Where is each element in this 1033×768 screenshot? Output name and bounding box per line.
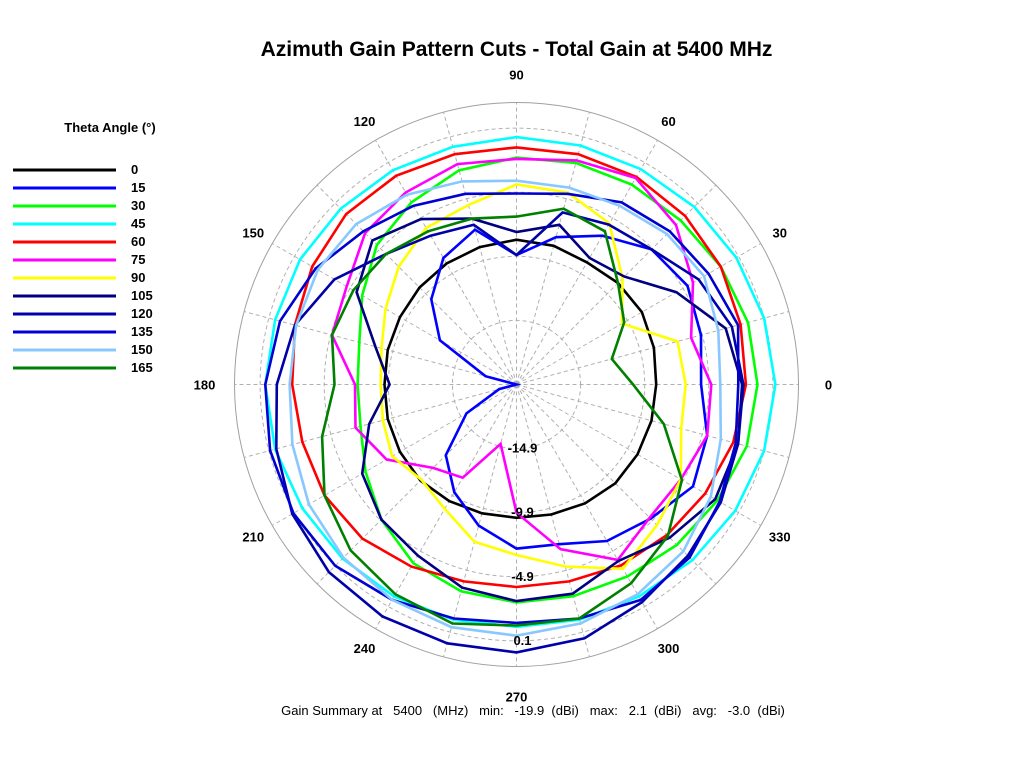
legend-label: 135 [131,324,153,339]
summary-label: Gain Summary at [281,703,383,718]
grid-spoke [272,384,517,526]
grid-ring [451,319,582,450]
series-line-30 [356,156,759,604]
legend-label: 45 [131,216,145,231]
summary-min-label: min: [479,703,504,718]
grid-spoke [272,243,517,385]
summary-max-label: max: [589,703,618,718]
legend-label: 165 [131,360,153,375]
angle-label: 240 [354,641,376,656]
legend-title: Theta Angle (°) [64,120,155,135]
angle-label: 120 [354,114,376,129]
grid-spoke [375,384,517,629]
summary-avg-label: avg: [692,703,717,718]
summary-unit: (dBi) [654,703,682,718]
angle-label: 180 [194,378,216,393]
summary-min: -19.9 [514,703,545,718]
grid-spoke [243,384,517,458]
angle-label: 150 [242,226,264,241]
legend-label: 60 [131,234,145,249]
legend-label: 90 [131,270,145,285]
series-line-105 [355,217,744,603]
radial-tick-label: -9.9 [511,505,533,520]
series-line-0 [383,238,658,520]
radial-tick-label: -14.9 [508,441,538,456]
legend-label: 150 [131,342,153,357]
series-line-120 [274,210,745,654]
summary-max: 2.1 [628,703,647,718]
summary-avg: -3.0 [727,703,751,718]
grid-spoke [516,384,590,658]
summary-freq: 5400 [393,703,423,718]
legend-label: 75 [131,252,145,267]
grid-ring [259,127,774,642]
grid-spoke [316,184,517,385]
legend-label: 120 [131,306,153,321]
legend-label: 15 [131,180,145,195]
chart-title: Azimuth Gain Pattern Cuts - Total Gain a… [260,38,773,61]
legend-label: 0 [131,162,138,177]
summary-unit: (dBi) [551,703,579,718]
series-line-165 [320,207,684,627]
angle-label: 210 [242,530,264,545]
angle-label: 270 [506,690,528,705]
series-line-150 [288,179,723,638]
angle-label: 60 [661,114,675,129]
summary-unit: (dBi) [757,703,785,718]
series-line-135 [263,192,740,625]
angle-label: 90 [509,68,523,83]
gain-summary: Gain Summary at 5400 (MHz) min: -19.9 (d… [0,703,1033,718]
series-line-15 [429,228,709,550]
summary-freq-unit: (MHz) [432,703,469,718]
angle-label: 330 [769,530,791,545]
angle-label: 0 [825,378,832,393]
legend-label: 105 [131,288,153,303]
grid-spoke [443,384,517,658]
grid-spoke [516,111,590,385]
angle-label: 300 [658,641,680,656]
radial-tick-label: 0.1 [513,633,531,648]
series-line-60 [290,146,748,589]
angle-label: 30 [773,226,787,241]
grid-spoke [516,384,658,629]
radial-tick-label: -4.9 [511,569,533,584]
legend-label: 30 [131,198,145,213]
grid-spoke [516,184,717,385]
